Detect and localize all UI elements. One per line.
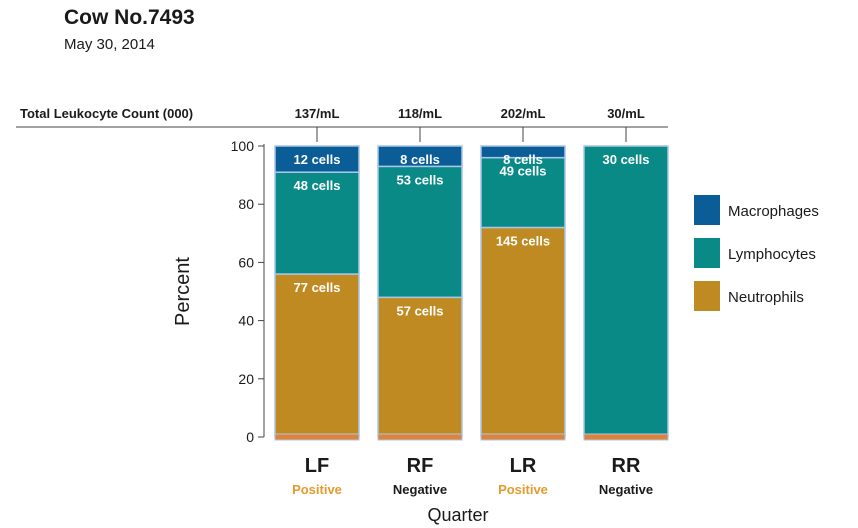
bar-label-lymphocytes-lf: 48 cells xyxy=(294,178,341,193)
total-count-lf: 137/mL xyxy=(295,106,340,121)
bar-lymphocytes-rf xyxy=(377,165,463,299)
legend-label-neutrophils: Neutrophils xyxy=(728,289,804,306)
bar-label-lymphocytes-rr: 30 cells xyxy=(603,152,650,167)
bar-lymphocytes-lr xyxy=(480,156,566,229)
bar-label-macrophages-lf: 12 cells xyxy=(294,152,341,167)
legend-swatch-neutrophils xyxy=(694,281,720,311)
y-tick-label: 0 xyxy=(246,429,254,445)
y-tick-label: 60 xyxy=(238,254,254,270)
x-tick-label-lr: LR xyxy=(510,455,537,477)
bar-label-macrophages-rf: 8 cells xyxy=(400,152,440,167)
status-label-rf: Negative xyxy=(393,482,447,497)
bar-label-neutrophils-lf: 77 cells xyxy=(294,280,341,295)
bar-macrophages-lf xyxy=(274,145,360,173)
bar-baseline-strip xyxy=(583,433,669,441)
chart-subtitle: May 30, 2014 xyxy=(64,36,155,53)
bar-label-lymphocytes-rf: 53 cells xyxy=(397,172,444,187)
bar-neutrophils-rf xyxy=(377,296,463,438)
bar-label-neutrophils-rf: 57 cells xyxy=(397,303,444,318)
x-axis-label: Quarter xyxy=(427,505,488,525)
total-count-rf: 118/mL xyxy=(398,106,442,121)
bar-baseline-strip xyxy=(274,433,360,441)
status-label-lr: Positive xyxy=(498,482,548,497)
total-count-label: Total Leukocyte Count (000) xyxy=(20,106,193,121)
bar-macrophages-lr xyxy=(480,145,566,159)
bar-label-lymphocytes-lr: 49 cells xyxy=(500,164,547,179)
bar-baseline-strip xyxy=(377,433,463,441)
status-label-lf: Positive xyxy=(292,482,342,497)
chart-title: Cow No.7493 xyxy=(64,6,195,29)
y-tick-label: 100 xyxy=(231,138,255,154)
status-label-rr: Negative xyxy=(599,482,653,497)
legend-swatch-macrophages xyxy=(694,195,720,225)
x-tick-label-rf: RF xyxy=(407,455,434,477)
bar-baseline-strip xyxy=(480,433,566,441)
y-tick-label: 40 xyxy=(238,313,254,329)
legend-label-macrophages: Macrophages xyxy=(728,203,819,220)
y-tick-label: 20 xyxy=(238,371,254,387)
bar-neutrophils-lf xyxy=(274,273,360,438)
total-count-rr: 30/mL xyxy=(607,106,645,121)
legend-label-lymphocytes: Lymphocytes xyxy=(728,246,816,263)
x-tick-label-rr: RR xyxy=(612,455,641,477)
bar-label-neutrophils-lr: 145 cells xyxy=(496,233,550,248)
bar-label-macrophages-lr: 8 cells xyxy=(503,152,543,167)
bar-neutrophils-lr xyxy=(480,226,566,438)
bar-macrophages-rf xyxy=(377,145,463,168)
x-tick-label-lf: LF xyxy=(305,455,329,477)
bar-lymphocytes-lf xyxy=(274,171,360,275)
y-tick-label: 80 xyxy=(238,196,254,212)
y-axis-label: Percent xyxy=(172,257,194,326)
bar-lymphocytes-rr xyxy=(583,145,669,438)
total-count-lr: 202/mL xyxy=(501,106,546,121)
legend-swatch-lymphocytes xyxy=(694,238,720,268)
